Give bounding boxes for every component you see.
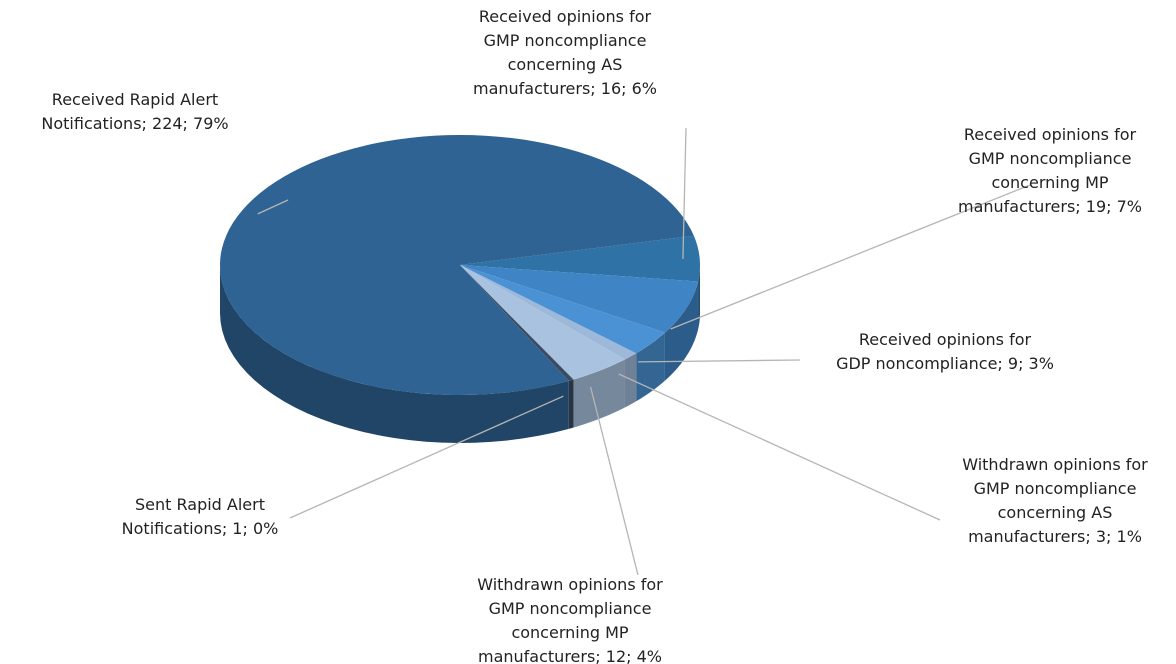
slice [460,265,625,380]
leader-line [257,199,289,215]
data-label: Withdrawn opinions for GMP noncompliance c… [477,575,663,664]
leader-line [618,373,941,521]
slice [460,265,574,381]
slice-side [568,379,574,429]
data-label: Received opinions for GDP noncompliance; … [836,330,1054,373]
slice [220,134,694,396]
leader-line [638,359,801,363]
slice-side [698,265,700,330]
leader-line [682,127,687,259]
leader-line [670,184,1031,330]
data-label: Withdrawn opinions for GMP noncompliance c… [962,455,1148,546]
slice-side [220,265,569,443]
slice-side [636,332,665,402]
leader-line [589,386,639,576]
data-label: Sent Rapid Alert Notifications; 1; 0% [122,495,279,538]
data-label: Received Rapid Alert Notifications; 224; … [41,90,228,133]
slice [460,235,700,282]
slice [460,265,665,354]
slice-side [573,359,625,428]
leader-line [289,395,564,519]
slice-side [624,353,637,408]
slice-side [664,281,699,381]
slice [460,265,637,360]
data-label: Received opinions for GMP noncompliance co… [958,125,1142,216]
data-label: Received opinions for GMP noncompliance co… [473,7,657,98]
slice [460,265,699,333]
